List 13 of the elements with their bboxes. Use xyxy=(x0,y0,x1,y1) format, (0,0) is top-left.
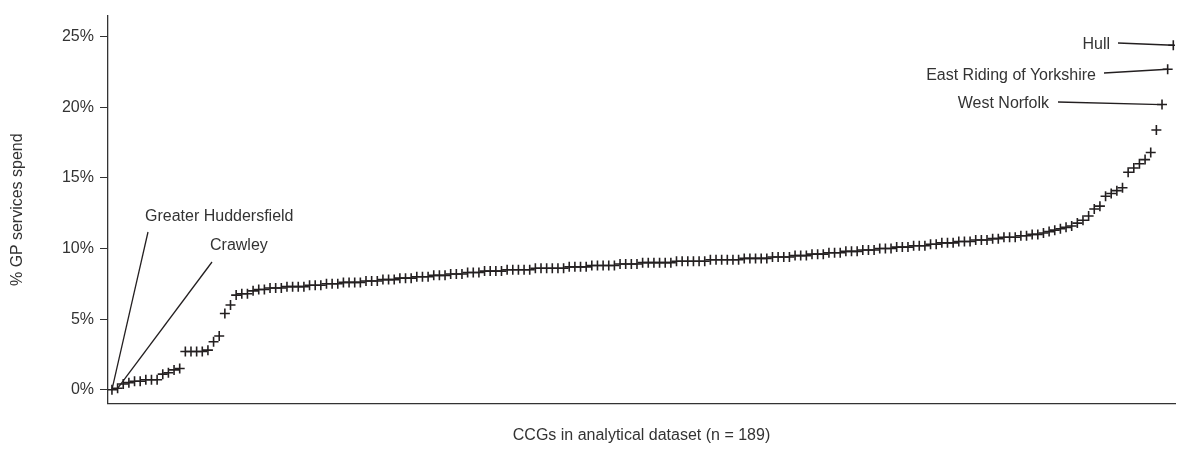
annotation: West Norfolk xyxy=(957,94,1050,112)
annotation: Crawley xyxy=(210,236,268,254)
annotation: Hull xyxy=(1082,35,1110,53)
y-tick-label: 25% xyxy=(61,27,94,45)
x-axis-title: CCGs in analytical dataset (n = 189) xyxy=(512,425,771,443)
y-tick-label: 10% xyxy=(61,238,94,256)
y-tick-label: 20% xyxy=(61,97,94,115)
y-tick-label: 5% xyxy=(70,309,94,327)
annotation: Greater Huddersfield xyxy=(145,207,294,225)
annotation: East Riding of Yorkshire xyxy=(926,66,1097,84)
y-tick-label: 15% xyxy=(61,168,94,186)
y-axis-title: % GP services spend xyxy=(8,133,26,287)
y-tick-label: 0% xyxy=(70,380,94,398)
